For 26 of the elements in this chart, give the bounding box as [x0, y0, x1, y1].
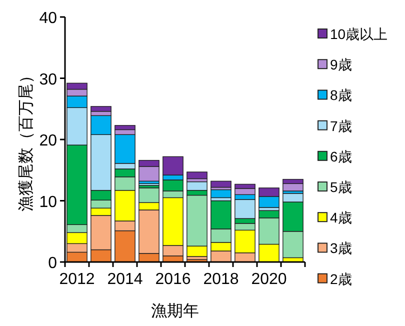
- y-tick-label: 0: [48, 255, 58, 272]
- legend-label: 5歳: [330, 179, 352, 195]
- legend-label: 2歳: [330, 270, 352, 287]
- x-tick-label: 2012: [59, 271, 95, 288]
- legend-label: 3歳: [330, 240, 352, 256]
- legend-label: 10歳以上: [330, 26, 388, 42]
- y-axis-title: 漁獲尾数（百万尾）: [18, 68, 35, 212]
- x-tick-label: 2018: [203, 271, 239, 288]
- legend-label: 7歳: [330, 118, 352, 134]
- x-tick-label: 2020: [251, 271, 287, 288]
- y-tick-label: 20: [39, 132, 58, 150]
- bar: [210, 189, 232, 198]
- x-tick-label: 2016: [155, 271, 191, 288]
- bar: [210, 180, 232, 188]
- legend-label: 6歳: [330, 148, 352, 164]
- y-tick-label: 40: [39, 10, 58, 27]
- y-tick-label: 30: [39, 71, 58, 88]
- legend-label: 8歳: [330, 87, 352, 104]
- x-tick-label: 2014: [107, 271, 143, 288]
- bar: [90, 106, 112, 112]
- x-axis-title: 漁期年: [151, 302, 199, 320]
- bar: [282, 183, 304, 192]
- y-tick-label: 10: [39, 194, 58, 211]
- legend-label: 4歳: [330, 210, 352, 226]
- bar: [186, 172, 208, 180]
- legend-label: 9歳: [330, 56, 352, 73]
